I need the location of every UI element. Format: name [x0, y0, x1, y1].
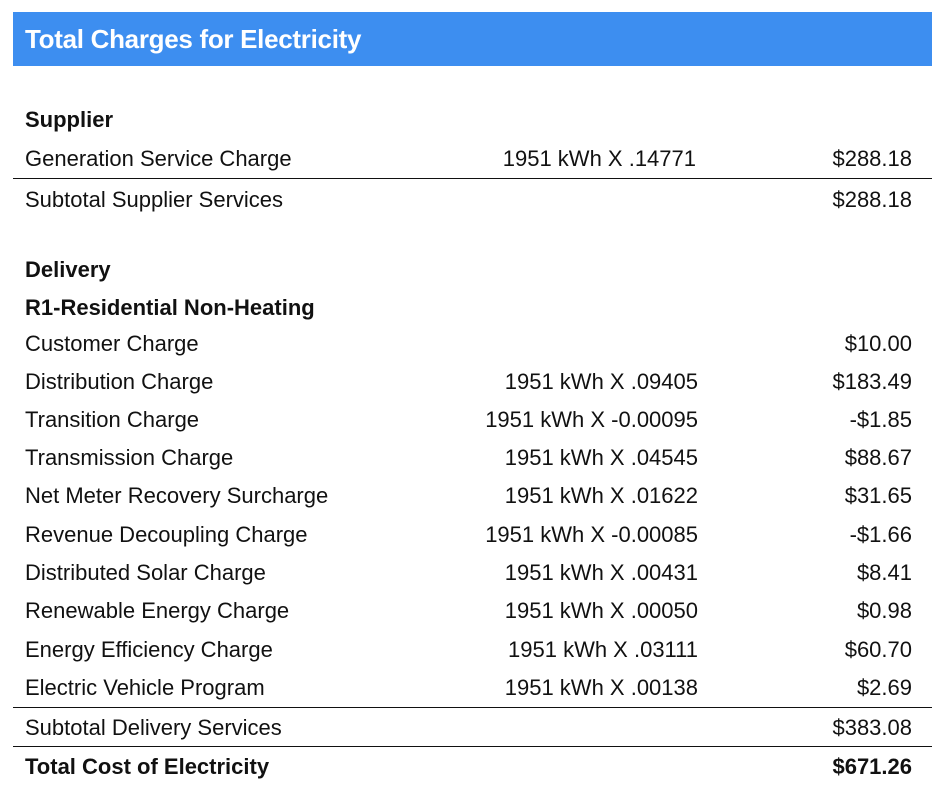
charge-label: Revenue Decoupling Charge [25, 522, 308, 547]
subtotal-amount: $288.18 [832, 187, 912, 212]
charge-label: Transition Charge [25, 407, 200, 432]
charge-amount: $0.98 [856, 598, 912, 623]
charge-label: Customer Charge [25, 331, 199, 356]
charge-amount: $31.65 [844, 483, 912, 508]
total-row: Total Cost of Electricity $671.26 [13, 748, 932, 786]
charge-calculation: 1951 kWh X .00431 [504, 560, 698, 585]
charge-row: Renewable Energy Charge 1951 kWh X .0005… [13, 592, 932, 630]
charge-amount: $10.00 [844, 331, 912, 356]
charge-label: Generation Service Charge [25, 146, 292, 171]
charge-row: Distribution Charge 1951 kWh X .09405 $1… [13, 363, 932, 401]
subtotal-row: Subtotal Supplier Services $288.18 [13, 181, 932, 219]
charge-label: Distributed Solar Charge [25, 560, 266, 585]
page-title: Total Charges for Electricity [13, 12, 932, 66]
rate-class-label: R1-Residential Non-Heating [25, 295, 315, 320]
supplier-heading: Supplier [13, 101, 932, 139]
subtotal-label: Subtotal Delivery Services [25, 715, 282, 740]
charge-label: Distribution Charge [25, 369, 214, 394]
charge-row: Generation Service Charge 1951 kWh X .14… [13, 140, 932, 178]
charge-calculation: 1951 kWh X .01622 [504, 483, 698, 508]
subtotal-label: Subtotal Supplier Services [25, 187, 284, 212]
delivery-heading: Delivery [13, 251, 932, 289]
divider [13, 178, 932, 179]
total-amount: $671.26 [832, 754, 912, 779]
charge-calculation: 1951 kWh X -0.00095 [485, 407, 698, 432]
charge-amount: -$1.85 [849, 407, 912, 432]
charge-label: Electric Vehicle Program [25, 675, 265, 700]
charge-label: Transmission Charge [25, 445, 234, 470]
total-label: Total Cost of Electricity [25, 754, 270, 779]
supplier-heading-label: Supplier [25, 107, 114, 132]
charge-calculation: 1951 kWh X .00050 [504, 598, 698, 623]
charge-amount: $88.67 [844, 445, 912, 470]
charge-amount: $2.69 [856, 675, 912, 700]
charge-label: Net Meter Recovery Surcharge [25, 483, 329, 508]
charge-row: Net Meter Recovery Surcharge 1951 kWh X … [13, 477, 932, 515]
charge-calculation: 1951 kWh X -0.00085 [485, 522, 698, 547]
charge-row: Transition Charge 1951 kWh X -0.00095 -$… [13, 401, 932, 439]
charge-calculation: 1951 kWh X .09405 [504, 369, 698, 394]
charge-amount: $183.49 [832, 369, 912, 394]
charge-amount: $288.18 [832, 146, 912, 171]
charge-label: Renewable Energy Charge [25, 598, 290, 623]
charge-row: Distributed Solar Charge 1951 kWh X .004… [13, 554, 932, 592]
charge-row: Energy Efficiency Charge 1951 kWh X .031… [13, 631, 932, 669]
charge-amount: $60.70 [844, 637, 912, 662]
charge-calculation: 1951 kWh X .14771 [502, 146, 696, 171]
charge-label: Energy Efficiency Charge [25, 637, 273, 662]
subtotal-row: Subtotal Delivery Services $383.08 [13, 709, 932, 747]
divider [13, 707, 932, 708]
subtotal-amount: $383.08 [832, 715, 912, 740]
charge-row: Transmission Charge 1951 kWh X .04545 $8… [13, 439, 932, 477]
charge-amount: $8.41 [856, 560, 912, 585]
charge-calculation: 1951 kWh X .03111 [508, 637, 698, 662]
divider [13, 746, 932, 747]
delivery-heading-label: Delivery [25, 257, 111, 282]
charge-amount: -$1.66 [849, 522, 912, 547]
rate-class-heading: R1-Residential Non-Heating [13, 289, 932, 327]
charge-calculation: 1951 kWh X .00138 [504, 675, 698, 700]
charge-row: Revenue Decoupling Charge 1951 kWh X -0.… [13, 516, 932, 554]
charge-row: Customer Charge $10.00 [13, 325, 932, 363]
charge-calculation: 1951 kWh X .04545 [504, 445, 698, 470]
charge-row: Electric Vehicle Program 1951 kWh X .001… [13, 669, 932, 707]
